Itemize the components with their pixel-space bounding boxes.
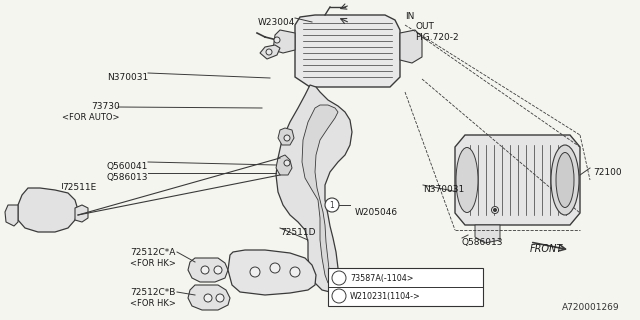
Text: N370031: N370031 — [107, 73, 148, 82]
Circle shape — [216, 294, 224, 302]
Polygon shape — [75, 205, 88, 222]
Text: W210231(1104->: W210231(1104-> — [350, 292, 420, 300]
Text: <FOR HK>: <FOR HK> — [130, 259, 176, 268]
Text: OUT: OUT — [415, 22, 434, 31]
Text: Q586013: Q586013 — [106, 173, 148, 182]
Text: N370031: N370031 — [423, 185, 464, 194]
Polygon shape — [276, 155, 292, 175]
Circle shape — [325, 198, 339, 212]
Bar — [328, 268, 483, 306]
Text: 72511D: 72511D — [280, 228, 316, 237]
Polygon shape — [276, 85, 352, 292]
Text: 1: 1 — [330, 201, 334, 210]
Text: A720001269: A720001269 — [563, 303, 620, 312]
Polygon shape — [188, 258, 228, 282]
Polygon shape — [400, 30, 422, 63]
Text: 72512C*A: 72512C*A — [130, 248, 175, 257]
Text: W23004: W23004 — [258, 18, 295, 27]
Text: IN: IN — [405, 12, 414, 21]
Circle shape — [266, 49, 272, 55]
Polygon shape — [295, 15, 400, 87]
Circle shape — [214, 266, 222, 274]
Polygon shape — [18, 188, 78, 232]
Polygon shape — [273, 30, 295, 53]
Circle shape — [250, 267, 260, 277]
Text: FRONT: FRONT — [530, 244, 563, 254]
Text: 73587A(-1104>: 73587A(-1104> — [350, 274, 413, 283]
Text: Q586013: Q586013 — [462, 238, 504, 247]
Polygon shape — [5, 205, 18, 226]
Circle shape — [284, 135, 290, 141]
Text: <FOR HK>: <FOR HK> — [130, 299, 176, 308]
Polygon shape — [475, 225, 500, 243]
Circle shape — [493, 209, 497, 212]
Text: Q560041: Q560041 — [107, 162, 148, 171]
Text: <FOR AUTO>: <FOR AUTO> — [63, 113, 120, 122]
Text: W205046: W205046 — [355, 208, 398, 217]
Polygon shape — [455, 135, 580, 225]
Polygon shape — [188, 285, 230, 310]
Circle shape — [290, 267, 300, 277]
Ellipse shape — [456, 148, 478, 212]
Text: FIG.720-2: FIG.720-2 — [415, 33, 459, 42]
Circle shape — [332, 271, 346, 285]
Ellipse shape — [556, 153, 574, 207]
Polygon shape — [302, 105, 338, 283]
Text: 72511E: 72511E — [62, 183, 96, 192]
Polygon shape — [228, 250, 316, 295]
Circle shape — [332, 289, 346, 303]
Text: 72512C*B: 72512C*B — [130, 288, 175, 297]
Circle shape — [270, 263, 280, 273]
Circle shape — [492, 206, 499, 213]
Ellipse shape — [551, 145, 579, 215]
Circle shape — [204, 294, 212, 302]
Circle shape — [274, 37, 280, 43]
Polygon shape — [260, 45, 280, 59]
Polygon shape — [278, 128, 294, 145]
Circle shape — [201, 266, 209, 274]
Text: 73730: 73730 — [92, 102, 120, 111]
Text: 72100: 72100 — [593, 168, 621, 177]
Circle shape — [284, 160, 290, 166]
